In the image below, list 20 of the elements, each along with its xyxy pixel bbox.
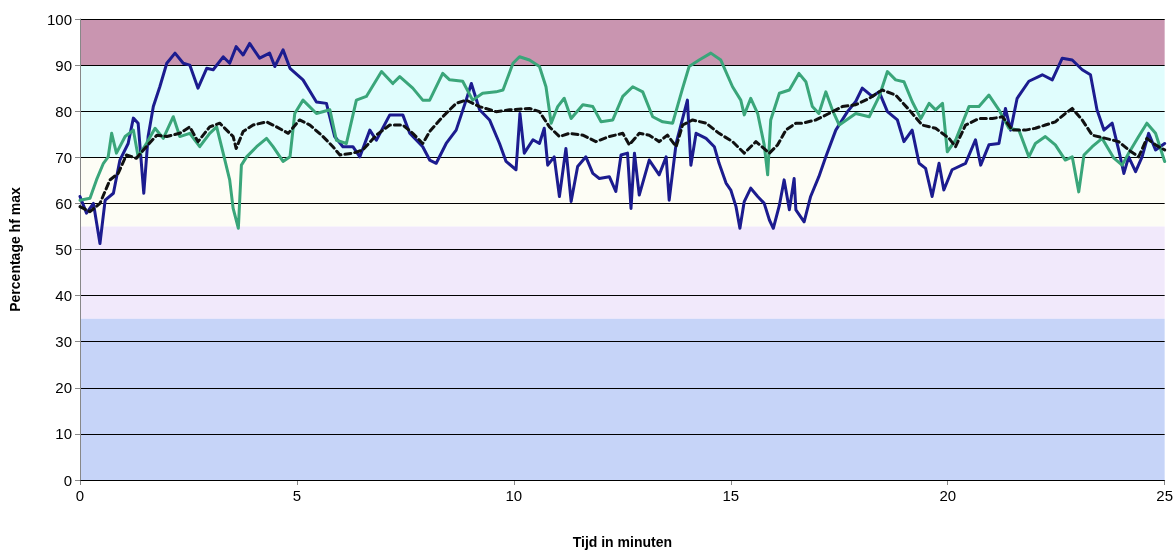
y-tick-label: 40 bbox=[55, 287, 72, 305]
y-tick-label: 50 bbox=[55, 241, 72, 258]
x-tick-label: 5 bbox=[292, 487, 302, 504]
y-tick-label: 20 bbox=[55, 379, 72, 397]
y-tick-label: 70 bbox=[55, 148, 72, 166]
x-tick-label: 0 bbox=[75, 487, 85, 504]
x-tick-label: 10 bbox=[505, 487, 523, 504]
x-tick-label: 25 bbox=[1156, 487, 1173, 504]
y-tick-label: 10 bbox=[55, 425, 72, 443]
y-tick-label: 80 bbox=[55, 102, 72, 120]
x-tick-label: 20 bbox=[939, 487, 957, 504]
y-axis-title: Percentage hf max bbox=[7, 187, 23, 312]
y-tick-label: 0 bbox=[63, 471, 72, 489]
y-tick-label: 30 bbox=[55, 333, 72, 351]
x-axis-title: Tijd in minuten bbox=[572, 534, 672, 550]
line-series bbox=[78, 88, 1167, 214]
x-tick-label: 15 bbox=[722, 487, 740, 504]
y-tick-label: 60 bbox=[55, 194, 72, 212]
y-tick-label: 90 bbox=[55, 56, 72, 74]
y-tick-label: 100 bbox=[46, 10, 72, 28]
